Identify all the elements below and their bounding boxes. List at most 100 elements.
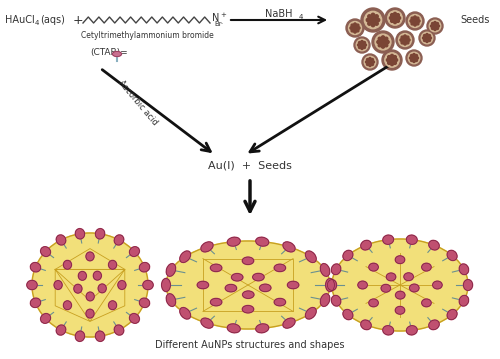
Ellipse shape — [332, 295, 341, 306]
Circle shape — [390, 60, 392, 62]
Circle shape — [400, 39, 402, 41]
Circle shape — [437, 25, 440, 27]
Circle shape — [370, 20, 373, 23]
Circle shape — [427, 18, 443, 34]
Circle shape — [378, 37, 382, 40]
Circle shape — [361, 41, 363, 43]
Circle shape — [429, 20, 441, 32]
Ellipse shape — [422, 299, 431, 307]
Circle shape — [375, 34, 391, 50]
Ellipse shape — [114, 325, 124, 335]
Circle shape — [361, 8, 385, 32]
Text: +: + — [73, 14, 84, 27]
Circle shape — [426, 33, 428, 36]
Circle shape — [370, 62, 372, 64]
Ellipse shape — [140, 262, 149, 272]
Circle shape — [370, 60, 372, 62]
Ellipse shape — [242, 291, 254, 298]
Circle shape — [413, 21, 415, 23]
Circle shape — [364, 56, 376, 68]
Ellipse shape — [78, 271, 86, 280]
Ellipse shape — [432, 281, 442, 289]
Text: Cetyltrimethylammonium bromide: Cetyltrimethylammonium bromide — [80, 31, 214, 40]
Circle shape — [372, 23, 374, 27]
Ellipse shape — [252, 273, 264, 281]
Circle shape — [392, 60, 394, 62]
Ellipse shape — [381, 284, 390, 292]
Ellipse shape — [98, 284, 106, 293]
Circle shape — [372, 59, 374, 61]
Ellipse shape — [306, 308, 316, 319]
Text: HAuCl: HAuCl — [5, 15, 35, 25]
Circle shape — [424, 34, 426, 37]
Circle shape — [419, 30, 435, 46]
Circle shape — [358, 46, 360, 48]
Ellipse shape — [74, 284, 82, 293]
Circle shape — [410, 59, 412, 61]
Ellipse shape — [40, 313, 50, 323]
Circle shape — [401, 41, 404, 44]
Circle shape — [362, 54, 378, 70]
Ellipse shape — [118, 281, 126, 289]
Circle shape — [424, 39, 426, 42]
Circle shape — [395, 59, 398, 61]
Circle shape — [405, 40, 407, 42]
Ellipse shape — [242, 306, 254, 313]
Circle shape — [412, 58, 414, 60]
Circle shape — [403, 38, 405, 40]
Text: Ascorbic acid: Ascorbic acid — [116, 79, 160, 127]
Ellipse shape — [464, 280, 472, 290]
Circle shape — [382, 45, 384, 48]
Text: 4: 4 — [35, 20, 40, 26]
Circle shape — [355, 26, 357, 28]
Ellipse shape — [283, 318, 295, 328]
Circle shape — [373, 17, 376, 20]
Circle shape — [369, 57, 371, 60]
Circle shape — [435, 24, 437, 26]
Ellipse shape — [166, 264, 175, 276]
Circle shape — [413, 19, 415, 21]
Circle shape — [375, 15, 378, 18]
Ellipse shape — [332, 264, 341, 275]
Circle shape — [416, 57, 418, 59]
Ellipse shape — [210, 264, 222, 272]
Ellipse shape — [274, 298, 285, 306]
Circle shape — [421, 32, 433, 44]
Ellipse shape — [228, 237, 240, 246]
Ellipse shape — [343, 250, 353, 261]
Circle shape — [427, 38, 429, 40]
Ellipse shape — [447, 309, 457, 320]
Circle shape — [406, 41, 409, 44]
Ellipse shape — [361, 320, 371, 330]
Text: (CTAB)=: (CTAB)= — [90, 47, 128, 56]
Circle shape — [435, 26, 437, 28]
Text: Br: Br — [214, 21, 222, 27]
Ellipse shape — [201, 318, 213, 328]
Circle shape — [416, 55, 418, 57]
Circle shape — [360, 45, 362, 47]
Ellipse shape — [256, 237, 268, 246]
Circle shape — [395, 15, 398, 18]
Circle shape — [346, 19, 364, 37]
Ellipse shape — [86, 309, 94, 318]
Circle shape — [372, 13, 374, 17]
Circle shape — [410, 55, 412, 57]
Circle shape — [392, 18, 395, 20]
Ellipse shape — [383, 235, 394, 244]
Circle shape — [361, 47, 363, 50]
Ellipse shape — [369, 263, 378, 271]
Ellipse shape — [332, 239, 468, 331]
Ellipse shape — [459, 295, 468, 306]
Circle shape — [382, 50, 402, 70]
Text: +: + — [220, 12, 226, 18]
Circle shape — [356, 24, 359, 27]
Circle shape — [384, 37, 388, 40]
Ellipse shape — [197, 281, 208, 289]
Ellipse shape — [112, 51, 122, 56]
Circle shape — [386, 59, 389, 61]
Circle shape — [432, 23, 434, 25]
Ellipse shape — [256, 324, 268, 333]
Circle shape — [368, 15, 371, 18]
Ellipse shape — [32, 233, 148, 337]
Circle shape — [366, 63, 368, 65]
